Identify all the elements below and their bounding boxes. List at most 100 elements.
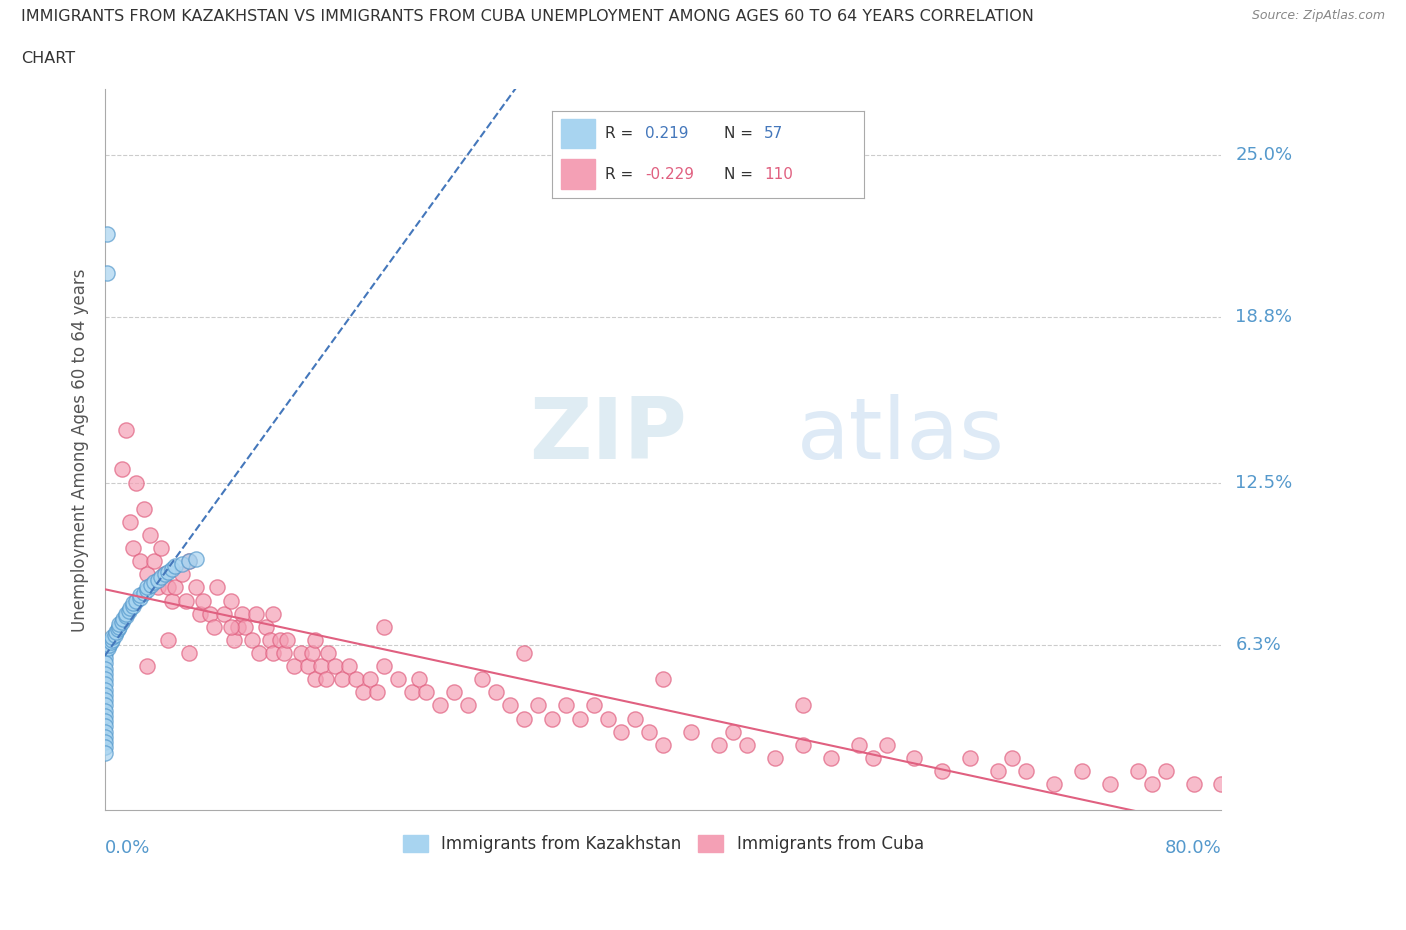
Point [1070, 764, 1092, 778]
Point [247, 645, 270, 660]
Point [129, 553, 152, 568]
Point [681, 724, 703, 739]
Point [125, 593, 148, 608]
Point [94, 645, 117, 660]
Point [122, 540, 145, 555]
Point [540, 711, 562, 726]
Point [457, 698, 479, 712]
Point [304, 632, 326, 647]
Point [188, 606, 211, 621]
Point [311, 658, 333, 673]
Point [94, 724, 117, 739]
Point [876, 737, 898, 752]
Point [134, 585, 156, 600]
Point [903, 751, 925, 765]
Point [373, 619, 395, 634]
Point [120, 514, 142, 529]
Point [156, 565, 179, 579]
Point [156, 632, 179, 647]
Point [499, 698, 522, 712]
Point [582, 698, 605, 712]
Point [134, 501, 156, 516]
Point [150, 540, 173, 555]
Text: 6.3%: 6.3% [1236, 636, 1281, 654]
Point [94, 651, 117, 666]
Point [792, 737, 814, 752]
Point [94, 745, 117, 760]
Point [98, 638, 121, 653]
Point [101, 630, 124, 644]
Point [318, 645, 340, 660]
Y-axis label: Unemployment Among Ages 60 to 64 years: Unemployment Among Ages 60 to 64 years [72, 268, 89, 631]
Point [97, 640, 120, 655]
Point [269, 632, 291, 647]
Point [94, 667, 117, 682]
Point [792, 698, 814, 712]
Point [177, 645, 200, 660]
Point [624, 711, 647, 726]
Point [513, 711, 536, 726]
Point [115, 609, 138, 624]
Point [94, 693, 117, 708]
Point [366, 684, 388, 699]
Point [129, 591, 152, 605]
Point [94, 713, 117, 728]
Point [638, 724, 661, 739]
Point [202, 619, 225, 634]
Point [222, 632, 245, 647]
Point [170, 567, 193, 582]
Point [344, 671, 367, 686]
Point [212, 606, 235, 621]
Point [96, 265, 118, 280]
Point [352, 684, 374, 699]
Point [652, 671, 675, 686]
Point [104, 627, 127, 642]
Point [94, 703, 117, 718]
Point [100, 635, 122, 650]
Point [94, 687, 117, 702]
Text: 18.8%: 18.8% [1236, 309, 1292, 326]
Text: 80.0%: 80.0% [1164, 839, 1222, 857]
Point [1001, 751, 1024, 765]
Point [94, 740, 117, 755]
Point [262, 645, 284, 660]
Point [554, 698, 576, 712]
Point [163, 559, 186, 574]
Point [610, 724, 633, 739]
Point [94, 661, 117, 676]
Point [721, 724, 744, 739]
Point [136, 582, 159, 597]
Point [226, 619, 249, 634]
Point [1182, 777, 1205, 791]
Point [1015, 764, 1038, 778]
Point [107, 622, 129, 637]
Point [94, 735, 117, 750]
Point [115, 423, 138, 438]
Point [96, 226, 118, 241]
Point [153, 567, 176, 582]
Point [332, 671, 354, 686]
Point [155, 567, 177, 582]
Point [304, 671, 326, 686]
Point [931, 764, 953, 778]
Point [471, 671, 494, 686]
Point [315, 671, 337, 686]
Point [115, 606, 138, 621]
Point [401, 684, 423, 699]
Point [170, 556, 193, 571]
Point [136, 658, 159, 673]
Text: ZIP: ZIP [530, 394, 688, 477]
Point [94, 709, 117, 724]
Point [485, 684, 508, 699]
Point [297, 658, 319, 673]
Point [94, 656, 117, 671]
Point [111, 614, 134, 629]
Point [94, 698, 117, 712]
Point [219, 619, 242, 634]
Point [262, 606, 284, 621]
Point [652, 737, 675, 752]
Point [174, 593, 197, 608]
Point [148, 580, 170, 595]
Text: CHART: CHART [21, 51, 75, 66]
Point [987, 764, 1010, 778]
